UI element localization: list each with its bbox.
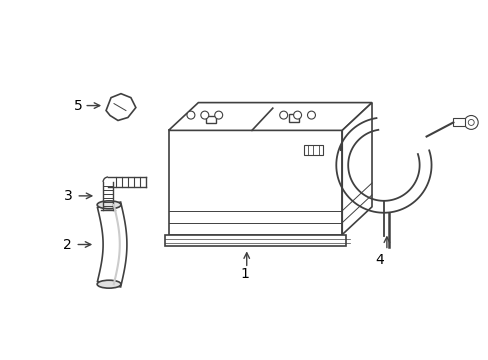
Ellipse shape — [97, 280, 121, 288]
Circle shape — [201, 111, 208, 119]
Bar — [205, 116, 215, 123]
Text: 5: 5 — [74, 99, 83, 113]
Circle shape — [463, 116, 477, 129]
Bar — [303, 145, 323, 155]
Polygon shape — [168, 103, 371, 130]
Bar — [288, 114, 299, 122]
Text: 4: 4 — [374, 253, 383, 267]
Bar — [452, 118, 464, 126]
Circle shape — [293, 111, 301, 119]
Text: 2: 2 — [63, 238, 72, 252]
Circle shape — [279, 111, 287, 119]
Bar — [168, 130, 342, 235]
Text: 1: 1 — [240, 267, 249, 281]
Polygon shape — [97, 202, 127, 287]
Text: 3: 3 — [64, 189, 73, 203]
Circle shape — [307, 111, 315, 119]
Ellipse shape — [97, 201, 121, 209]
Circle shape — [186, 111, 195, 119]
Bar — [164, 235, 346, 247]
Circle shape — [468, 120, 473, 125]
Polygon shape — [106, 94, 136, 121]
Polygon shape — [342, 103, 371, 235]
Circle shape — [214, 111, 222, 119]
